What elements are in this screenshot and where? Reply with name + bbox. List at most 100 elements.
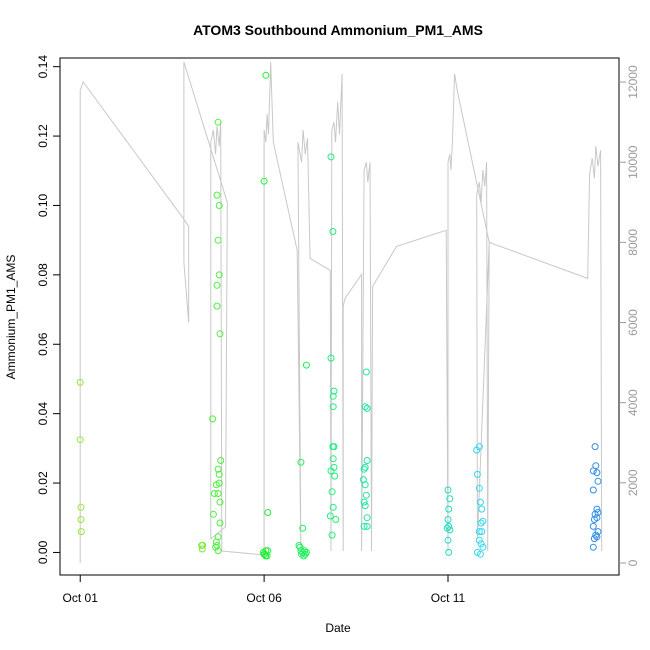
data-point [214,547,222,555]
data-point [214,465,222,473]
data-point [297,458,305,466]
data-point [262,552,270,560]
y2-tick-label: 0 [626,559,640,566]
y-tick-label: 0.12 [36,124,50,148]
data-point [264,509,272,516]
data-point [590,535,598,543]
x-axis-label: Date [325,621,351,635]
data-point [589,486,597,494]
data-point [360,498,368,506]
data-point [361,403,369,411]
data-point [327,153,335,161]
y2-tick-label: 10000 [626,145,640,179]
secondary-y-axis: 0 2000 4000 6000 8000 10000 12000 [619,65,640,566]
data-point [477,540,485,548]
data-point [444,486,452,494]
data-point [479,543,487,551]
data-point [215,202,223,209]
y-tick-label: 0.02 [36,471,50,495]
y-axis-label: Ammonium_PM1_AMS [4,255,18,380]
data-point [77,503,85,511]
data-point [475,536,483,544]
data-point [590,516,598,523]
data-point [589,467,597,475]
data-point [591,510,599,518]
data-point [444,516,452,523]
data-point [329,503,337,511]
y-axis: 0.00 0.02 0.04 0.06 0.08 0.10 0.12 0.14 [36,55,60,564]
data-point [331,472,339,480]
data-point [476,498,484,506]
data-point [444,536,452,544]
data-point [213,302,221,310]
y-tick-label: 0.14 [36,55,50,79]
data-point [593,469,601,477]
data-point [477,519,485,527]
x-tick-label: Oct 06 [246,591,282,605]
chart-title: ATOM3 Southbound Ammonium_PM1_AMS [193,22,483,38]
data-point [327,467,335,475]
data-point [77,528,85,536]
data-point [475,484,483,492]
data-point [327,354,335,362]
x-axis: Oct 01 Oct 06 Oct 11 [63,574,466,605]
data-point [329,455,337,463]
data-point [326,512,334,520]
data-point [362,491,370,499]
y-tick-label: 0.04 [36,402,50,426]
x-tick-label: Oct 11 [431,591,466,605]
data-point [329,228,337,235]
data-point [216,330,224,338]
y2-tick-label: 4000 [626,389,640,416]
x-tick-label: Oct 01 [63,591,99,605]
y2-tick-label: 6000 [626,309,640,336]
data-point [592,531,600,539]
data-point [594,477,602,485]
data-point [473,470,481,478]
data-point [302,361,310,369]
data-point [216,519,224,527]
data-point [214,533,222,541]
y-tick-label: 0.00 [36,540,50,564]
data-point [329,392,337,400]
data-point [445,548,453,556]
data-point [591,443,599,451]
data-point [446,495,454,503]
y2-tick-label: 12000 [626,65,640,99]
data-point [476,550,484,558]
data-point [213,542,221,549]
data-point [478,505,486,513]
data-point [363,457,371,464]
data-point [299,524,307,532]
data-point [296,543,304,551]
data-point [445,505,453,513]
data-point [262,71,270,79]
data-point [332,516,340,523]
data-point [362,368,370,376]
data-point [363,514,371,522]
y-tick-label: 0.10 [36,193,50,217]
data-point [77,516,85,523]
data-point [209,510,217,518]
data-point [213,281,221,289]
data-point [214,490,222,497]
data-point [478,528,486,536]
data-point [360,465,368,473]
y2-tick-label: 8000 [626,229,640,256]
data-point [76,378,84,386]
data-point [445,522,453,530]
data-point [589,543,597,551]
data-point [475,528,483,536]
data-point [215,271,223,279]
data-point [260,550,268,558]
data-point [361,481,369,489]
data-point [361,463,369,471]
data-point [330,443,338,451]
data-point [363,522,371,530]
data-point [301,550,309,558]
data-point [479,517,487,525]
data-point [594,528,602,536]
data-point [214,118,222,126]
data-point [214,236,222,244]
